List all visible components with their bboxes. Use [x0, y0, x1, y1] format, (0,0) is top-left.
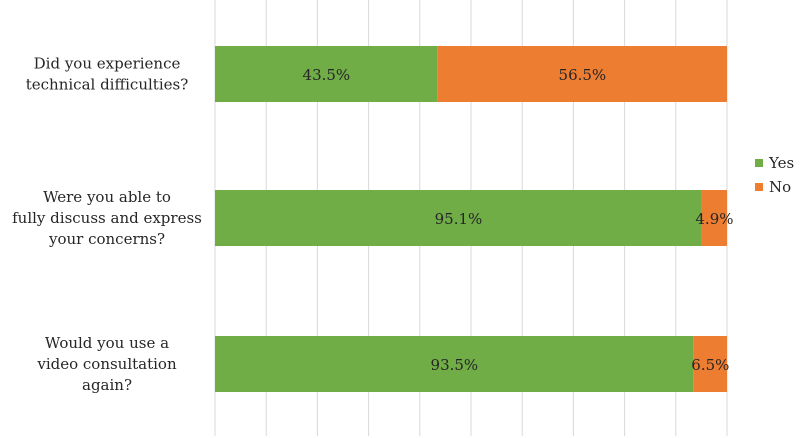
legend-swatch-yes	[755, 159, 763, 167]
legend-label-no: No	[769, 178, 791, 196]
category-labels: Did you experience technical difficulties…	[12, 55, 202, 395]
data-label-no-1: 4.9%	[695, 210, 733, 228]
legend-swatch-no	[755, 183, 763, 191]
data-label-yes-1: 95.1%	[435, 210, 483, 228]
category-label-0: Did you experience technical difficulties…	[26, 55, 189, 94]
bars	[215, 46, 727, 392]
data-label-no-0: 56.5%	[559, 66, 607, 84]
data-label-no-2: 6.5%	[691, 356, 729, 374]
legend-label-yes: Yes	[768, 154, 794, 172]
bar-no-1	[701, 190, 727, 246]
legend: Yes No	[755, 154, 794, 196]
data-label-yes-0: 43.5%	[303, 66, 351, 84]
bar-yes-1	[215, 190, 702, 246]
bar-no-0	[437, 46, 727, 102]
bar-no-2	[693, 336, 727, 392]
category-label-1: Were you able to fully discuss and expres…	[12, 188, 202, 248]
data-labels: 43.5% 56.5% 95.1% 4.9% 93.5% 6.5%	[303, 66, 734, 374]
data-label-yes-2: 93.5%	[431, 356, 479, 374]
bar-yes-2	[215, 336, 694, 392]
category-label-2: Would you use a video consultation again?	[36, 334, 177, 394]
bar-yes-0	[215, 46, 438, 102]
